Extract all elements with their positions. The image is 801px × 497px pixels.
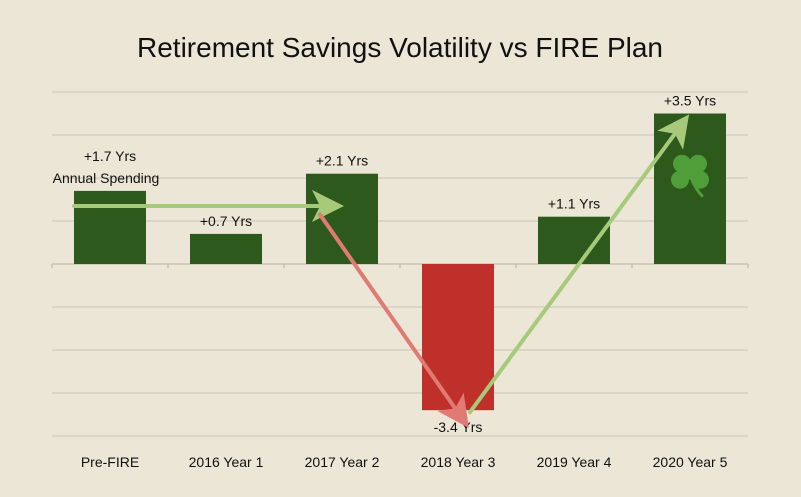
chart-title: Retirement Savings Volatility vs FIRE Pl… <box>137 32 663 63</box>
bar <box>74 190 146 264</box>
data-label: +1.7 Yrs <box>84 148 136 164</box>
x-tick-label: 2016 Year 1 <box>189 454 264 470</box>
trend-arrow <box>318 212 469 429</box>
x-axis-ticks: Pre-FIRE 2016 Year 1 2017 Year 2 2018 Year … <box>81 454 728 470</box>
clover-stem <box>690 178 704 198</box>
x-tick-label: 2019 Year 4 <box>537 454 612 470</box>
data-labels: +1.7 Yrs +0.7 Yrs +2.1 Yrs -3.4 Yrs +1.1 Yrs… <box>53 93 716 436</box>
trend-arrow <box>468 114 690 415</box>
bar <box>422 264 494 411</box>
data-label: +3.5 Yrs <box>664 93 716 109</box>
bars <box>74 113 726 411</box>
data-label: +1.1 Yrs <box>548 196 600 212</box>
data-label: +0.7 Yrs <box>200 213 252 229</box>
bar <box>190 233 262 264</box>
clover-icon <box>671 154 709 198</box>
annotation-annual-spending: Annual Spending <box>53 170 160 186</box>
bar <box>654 113 726 264</box>
clover-leaf <box>689 154 707 173</box>
clover-center <box>684 167 696 180</box>
clover-leaf <box>673 154 691 173</box>
x-tick-label: Pre-FIRE <box>81 454 139 470</box>
x-tick-label: 2018 Year 3 <box>421 454 496 470</box>
grid-lines <box>51 91 749 437</box>
data-label: -3.4 Yrs <box>434 419 483 435</box>
x-tick-label: 2017 Year 2 <box>305 454 380 470</box>
x-tick-label: 2020 Year 5 <box>653 454 728 470</box>
trend-arrows <box>72 114 690 429</box>
clover-icon <box>671 154 709 198</box>
data-label: +2.1 Yrs <box>316 153 368 169</box>
bar <box>538 216 610 264</box>
bar <box>306 173 378 264</box>
